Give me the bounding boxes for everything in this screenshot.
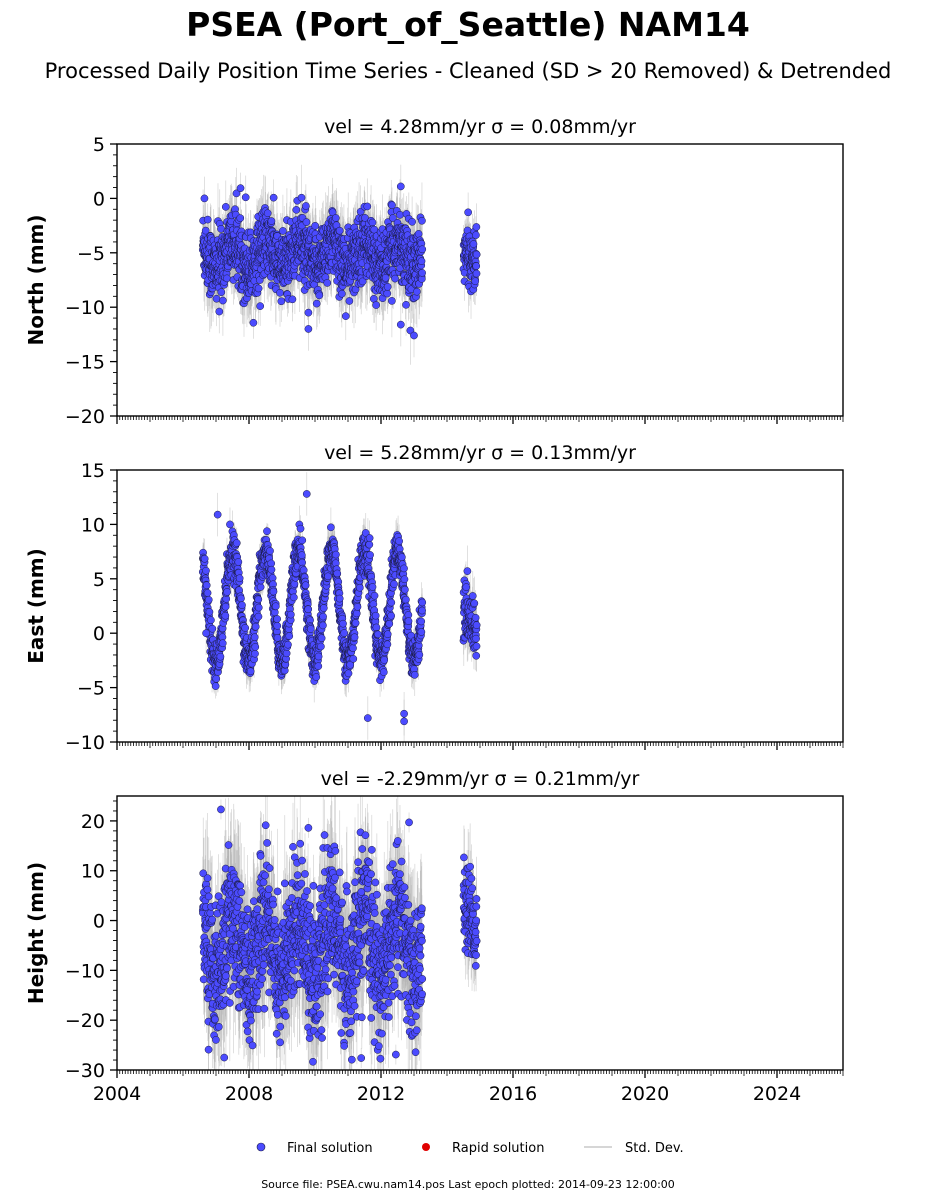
data-point bbox=[254, 284, 263, 293]
data-point bbox=[292, 206, 301, 214]
data-point bbox=[217, 288, 226, 297]
ytick-label: −20 bbox=[65, 406, 105, 428]
series-east bbox=[198, 472, 481, 742]
data-point bbox=[464, 208, 472, 217]
data-point bbox=[223, 274, 231, 283]
ytick-label: −15 bbox=[65, 352, 105, 374]
data-point bbox=[304, 308, 313, 317]
data-point bbox=[472, 231, 480, 239]
data-point bbox=[391, 274, 399, 283]
ytick-label: 5 bbox=[93, 134, 105, 156]
data-point bbox=[331, 214, 340, 222]
ylabel-north: North (mm) bbox=[24, 214, 48, 345]
data-point bbox=[388, 201, 396, 210]
data-point bbox=[402, 300, 410, 309]
data-point bbox=[212, 294, 221, 303]
data-point bbox=[408, 217, 416, 226]
series-north bbox=[198, 164, 481, 365]
data-point bbox=[288, 295, 297, 304]
data-point bbox=[279, 227, 287, 235]
data-point bbox=[221, 203, 230, 211]
ytick-label: 0 bbox=[93, 188, 105, 210]
data-point bbox=[201, 226, 210, 235]
data-point bbox=[302, 218, 311, 226]
data-point bbox=[472, 223, 481, 231]
data-point bbox=[417, 257, 426, 266]
data-point bbox=[249, 318, 258, 327]
data-point bbox=[381, 273, 390, 282]
data-point bbox=[315, 291, 324, 300]
data-point bbox=[269, 193, 278, 202]
data-point bbox=[341, 312, 350, 320]
data-point bbox=[256, 302, 265, 310]
data-point bbox=[312, 299, 321, 308]
data-point bbox=[358, 277, 367, 286]
data-point bbox=[277, 297, 286, 306]
ytick-label: −10 bbox=[65, 297, 105, 319]
data-point bbox=[471, 277, 480, 286]
data-point bbox=[200, 194, 209, 203]
data-point bbox=[276, 288, 284, 297]
data-point bbox=[363, 202, 372, 211]
data-point bbox=[383, 289, 392, 298]
data-point bbox=[418, 269, 426, 277]
ylabel-east: East (mm) bbox=[24, 548, 48, 664]
data-point bbox=[232, 189, 241, 198]
data-point bbox=[469, 240, 478, 248]
data-point bbox=[236, 184, 245, 192]
final-points-north bbox=[198, 182, 481, 340]
data-point bbox=[413, 287, 421, 296]
data-point bbox=[203, 215, 212, 224]
data-point bbox=[267, 217, 276, 225]
data-point bbox=[383, 282, 392, 291]
data-point bbox=[414, 230, 423, 238]
data-point bbox=[263, 209, 272, 218]
ytick-label: −5 bbox=[77, 243, 105, 265]
figure-title: PSEA (Port_of_Seattle) NAM14 bbox=[186, 5, 750, 44]
data-point bbox=[418, 216, 426, 225]
data-point bbox=[472, 262, 481, 270]
data-point bbox=[396, 182, 405, 191]
data-point bbox=[372, 301, 380, 309]
data-point bbox=[472, 250, 481, 259]
data-point bbox=[304, 325, 313, 333]
data-point bbox=[241, 193, 250, 202]
data-point bbox=[302, 202, 310, 210]
figure-subtitle: Processed Daily Position Time Series - C… bbox=[45, 59, 892, 83]
data-point bbox=[389, 214, 397, 222]
panel-title-north: vel = 4.28mm/yr σ = 0.08mm/yr bbox=[324, 116, 636, 138]
data-point bbox=[335, 226, 344, 235]
data-point bbox=[388, 297, 396, 305]
data-point bbox=[410, 331, 418, 340]
data-point bbox=[215, 307, 224, 316]
data-point bbox=[345, 297, 354, 305]
data-point bbox=[236, 214, 245, 222]
data-point bbox=[418, 245, 427, 254]
data-point bbox=[297, 193, 306, 202]
data-point bbox=[396, 210, 404, 219]
data-point bbox=[472, 269, 481, 278]
panels: vel = 4.28mm/yr σ = 0.08mm/yr North (mm) 5… bbox=[24, 116, 844, 1105]
panel-north: vel = 4.28mm/yr σ = 0.08mm/yr North (mm) 5… bbox=[24, 116, 844, 428]
data-point bbox=[323, 279, 332, 287]
data-point bbox=[368, 218, 377, 227]
data-point bbox=[311, 221, 319, 230]
data-point bbox=[396, 320, 405, 329]
data-point bbox=[338, 289, 346, 298]
data-point bbox=[219, 296, 227, 305]
panel-title-east: vel = 5.28mm/yr σ = 0.13mm/yr bbox=[324, 442, 636, 464]
